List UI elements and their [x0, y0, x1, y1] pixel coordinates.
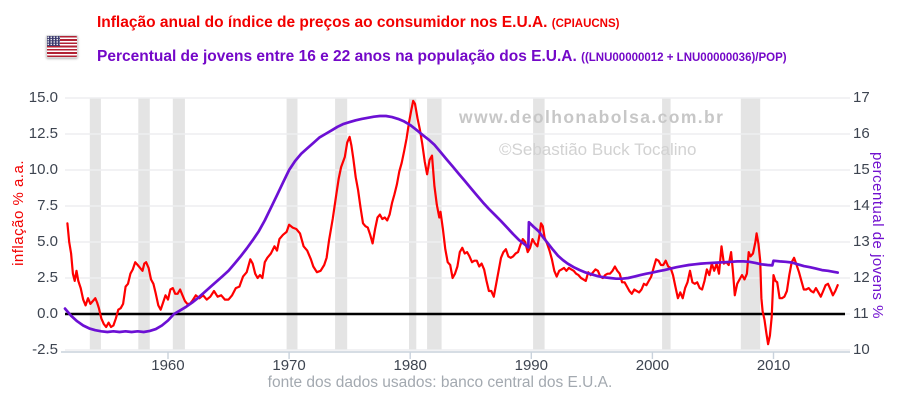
- recession-band: [89, 98, 101, 350]
- recession-band: [533, 98, 545, 350]
- left-axis-tick-label: 2.5: [37, 269, 58, 286]
- recession-band: [662, 98, 671, 350]
- series-line-youth-percentage: [63, 114, 840, 334]
- right-axis-tick-label: 12: [853, 269, 870, 286]
- left-axis-tick-label: -2.5: [32, 341, 58, 358]
- chart-title-youth-series-code: ((LNU00000012 + LNU00000036)/POP): [581, 52, 787, 64]
- right-axis-tick-label: 10: [853, 341, 870, 358]
- right-axis-tick-label: 14: [853, 197, 870, 214]
- us-flag-icon: [46, 35, 78, 58]
- recession-band: [138, 98, 150, 350]
- chart-title-youth: Percentual de jovens entre 16 e 22 anos …: [97, 48, 787, 66]
- left-axis-tick-label: 7.5: [37, 197, 58, 214]
- chart-title-inflation-text: Inflação anual do índice de preços ao co…: [97, 14, 548, 31]
- right-axis-tick-label: 11: [853, 305, 869, 322]
- source-note: fonte dos dados usados: banco central do…: [267, 374, 613, 391]
- left-axis-tick-label: 12.5: [28, 125, 58, 142]
- recession-band: [335, 98, 348, 350]
- x-axis-tick-label: 1960: [151, 357, 185, 374]
- left-axis-tick-label: 15.0: [28, 89, 58, 106]
- chart-title-inflation-series-code: (CPIAUCNS): [551, 18, 620, 30]
- x-axis-tick-label: 1970: [272, 357, 306, 374]
- recession-band: [286, 98, 298, 350]
- x-axis-tick-label: 2010: [756, 357, 791, 374]
- watermark-author: ©Sebastião Buck Tocalino: [499, 140, 697, 159]
- recession-band: [409, 98, 417, 350]
- left-axis-tick-label: 5.0: [37, 233, 58, 250]
- right-axis-tick-label: 16: [853, 125, 870, 142]
- us-flag-canton: [47, 36, 60, 46]
- chart-title-inflation: Inflação anual do índice de preços ao co…: [97, 14, 620, 32]
- right-axis-tick-label: 15: [853, 161, 870, 178]
- right-axis-title: percentual de jovens %: [869, 152, 886, 319]
- recession-band: [740, 98, 761, 350]
- right-axis-tick-label: 17: [853, 89, 870, 106]
- watermark-site-url: www.deolhonabolsa.com.br: [459, 107, 725, 127]
- x-axis-tick-label: 1990: [514, 357, 548, 374]
- chart-title-youth-text: Percentual de jovens entre 16 e 22 anos …: [97, 48, 577, 65]
- x-axis-tick-label: 2000: [635, 357, 670, 374]
- left-axis-tick-label: 0.0: [37, 305, 58, 322]
- recession-band: [427, 98, 442, 350]
- left-axis-tick-label: 10.0: [28, 161, 58, 178]
- recession-band: [172, 98, 185, 350]
- x-axis-tick-label: 1980: [393, 357, 427, 374]
- right-axis-tick-label: 13: [853, 233, 870, 250]
